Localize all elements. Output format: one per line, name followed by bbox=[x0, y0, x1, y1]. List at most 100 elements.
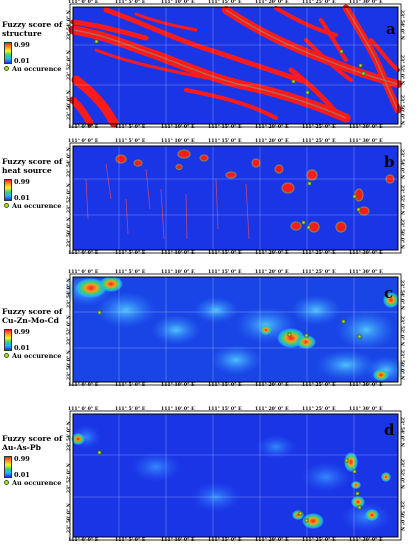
lat-label: 23° 52' 0" N bbox=[67, 50, 72, 80]
lat-label: 23° 54' 0" N bbox=[67, 147, 72, 177]
lat-label: 23° 54' 0" N bbox=[399, 280, 404, 310]
lon-label: 111° 25' 0" E bbox=[302, 139, 336, 144]
map-panel-d: d 111° 0' 0" E 111° 5' 0" E 111° 10' 0" … bbox=[66, 407, 405, 544]
lon-label: 111° 0' 0" E bbox=[68, 251, 99, 256]
lat-label: 23° 50' 0" N bbox=[67, 217, 72, 247]
au-occurrences bbox=[97, 450, 362, 523]
lon-label: 111° 20' 0" E bbox=[255, 538, 289, 543]
lat-label: 23° 52' 0" N bbox=[67, 463, 72, 493]
lat-label: 23° 50' 0" N bbox=[399, 350, 404, 380]
legend-title-d: Fuzzy score of Au-As-Pb bbox=[2, 434, 66, 452]
lon-label: 111° 30' 0" E bbox=[349, 125, 383, 130]
au-occurrence-label: Au occurence bbox=[12, 352, 62, 360]
lon-label: 111° 15' 0" E bbox=[208, 139, 242, 144]
lon-label: 111° 5' 0" E bbox=[115, 383, 146, 388]
map-a bbox=[66, 0, 405, 131]
lon-label: 111° 25' 0" E bbox=[302, 270, 336, 275]
legend-a: Fuzzy score of structure 0.99 0.01 Au oc… bbox=[2, 20, 66, 73]
lat-label: 23° 50' 0" N bbox=[67, 90, 72, 120]
colorbar-a bbox=[4, 42, 12, 64]
lon-label: 111° 30' 0" E bbox=[349, 139, 383, 144]
lon-label: 111° 10' 0" E bbox=[161, 407, 195, 412]
legend-title-line2: structure bbox=[2, 29, 42, 38]
lon-label: 111° 15' 0" E bbox=[208, 125, 242, 130]
au-occurrences bbox=[301, 181, 361, 230]
lon-label: 111° 10' 0" E bbox=[161, 125, 195, 130]
lon-label: 111° 0' 0" E bbox=[68, 407, 99, 412]
lon-label: 111° 30' 0" E bbox=[349, 383, 383, 388]
colorbar-d bbox=[4, 456, 12, 478]
lat-label: 23° 52' 0" N bbox=[67, 183, 72, 213]
colorbar-max-c: 0.99 bbox=[14, 328, 30, 336]
lon-label: 111° 25' 0" E bbox=[302, 407, 336, 412]
map-panel-b: b 111° 0' 0" E 111° 5' 0" E 111° 10' 0" … bbox=[66, 139, 405, 257]
lon-label: 111° 20' 0" E bbox=[255, 270, 289, 275]
lon-label: 111° 0' 0" E bbox=[68, 383, 99, 388]
lat-label: 23° 54' 0" N bbox=[67, 421, 72, 451]
lon-label: 111° 15' 0" E bbox=[208, 270, 242, 275]
colorbar-b bbox=[4, 179, 12, 201]
lat-label: 23° 54' 0" N bbox=[399, 417, 404, 447]
colorbar-min-d: 0.01 bbox=[14, 471, 30, 479]
graticule bbox=[73, 277, 398, 382]
map-area bbox=[73, 146, 398, 250]
lon-label: 111° 10' 0" E bbox=[161, 270, 195, 275]
legend-c: Fuzzy score of Cu-Zn-Mo-Cd 0.99 0.01 Au … bbox=[2, 307, 66, 360]
lat-label: 23° 52' 0" N bbox=[67, 315, 72, 345]
lon-label: 111° 15' 0" E bbox=[208, 251, 242, 256]
colorbar-min-c: 0.01 bbox=[14, 344, 30, 352]
lon-label: 111° 15' 0" E bbox=[208, 0, 242, 5]
lon-label: 111° 20' 0" E bbox=[255, 251, 289, 256]
au-occurrence-label: Au occurence bbox=[12, 202, 62, 210]
lat-label: 23° 54' 0" N bbox=[67, 10, 72, 40]
lon-label: 111° 0' 0" E bbox=[68, 139, 99, 144]
legend-d: Fuzzy score of Au-As-Pb 0.99 0.01 Au occ… bbox=[2, 434, 66, 487]
lon-label: 111° 30' 0" E bbox=[349, 0, 383, 5]
au-occurrence-label: Au occurence bbox=[12, 479, 62, 487]
au-occurrence-symbol bbox=[4, 353, 9, 358]
lon-label: 111° 10' 0" E bbox=[161, 251, 195, 256]
lon-label: 111° 0' 0" E bbox=[68, 125, 99, 130]
colorbar-max-b: 0.99 bbox=[14, 178, 30, 186]
panel-letter-d: d bbox=[384, 421, 395, 439]
legend-title-line2: heat source bbox=[2, 166, 52, 175]
lon-label: 111° 15' 0" E bbox=[208, 383, 242, 388]
lat-label: 23° 50' 0" N bbox=[399, 95, 404, 125]
anomaly-field bbox=[71, 425, 391, 532]
lat-label: 23° 50' 0" N bbox=[399, 219, 404, 249]
legend-title-line1: Fuzzy score of bbox=[2, 434, 63, 443]
map-c bbox=[66, 270, 405, 389]
map-panel-c: c 111° 0' 0" E 111° 5' 0" E 111° 10' 0" … bbox=[66, 270, 405, 389]
map-b bbox=[66, 139, 405, 257]
lon-label: 111° 25' 0" E bbox=[302, 251, 336, 256]
lat-label: 23° 50' 0" N bbox=[67, 503, 72, 533]
lon-label: 111° 10' 0" E bbox=[161, 383, 195, 388]
lat-label: 23° 50' 0" N bbox=[399, 501, 404, 531]
panel-letter-c: c bbox=[384, 284, 394, 302]
lon-label: 111° 20' 0" E bbox=[255, 407, 289, 412]
lon-label: 111° 20' 0" E bbox=[255, 0, 289, 5]
colorbar-min-a: 0.01 bbox=[14, 57, 30, 65]
lat-label: 23° 50' 0" N bbox=[67, 350, 72, 380]
lat-label: 23° 54' 0" N bbox=[399, 10, 404, 40]
au-occurrence-symbol bbox=[4, 203, 9, 208]
lat-label: 23° 54' 0" N bbox=[399, 149, 404, 179]
legend-title-line2: Au-As-Pb bbox=[2, 443, 41, 452]
lon-label: 111° 25' 0" E bbox=[302, 0, 336, 5]
lon-label: 111° 25' 0" E bbox=[302, 125, 336, 130]
legend-b: Fuzzy score of heat source 0.99 0.01 Au … bbox=[2, 157, 66, 210]
lon-label: 111° 20' 0" E bbox=[255, 139, 289, 144]
map-panel-a: a 111° 0' 0" E 111° 5' 0" E 111° 10' 0" … bbox=[66, 0, 405, 131]
lat-label: 23° 52' 0" N bbox=[399, 316, 404, 346]
au-occurrence-symbol bbox=[4, 480, 9, 485]
map-d bbox=[66, 407, 405, 544]
lon-label: 111° 5' 0" E bbox=[115, 139, 146, 144]
panel-letter-b: b bbox=[384, 153, 395, 171]
au-occurrences bbox=[94, 39, 366, 95]
graticule bbox=[73, 7, 398, 124]
au-occurrences bbox=[97, 310, 362, 339]
lon-label: 111° 0' 0" E bbox=[68, 538, 99, 543]
lon-label: 111° 10' 0" E bbox=[161, 0, 195, 5]
legend-title-c: Fuzzy score of Cu-Zn-Mo-Cd bbox=[2, 307, 66, 325]
lon-label: 111° 30' 0" E bbox=[349, 407, 383, 412]
